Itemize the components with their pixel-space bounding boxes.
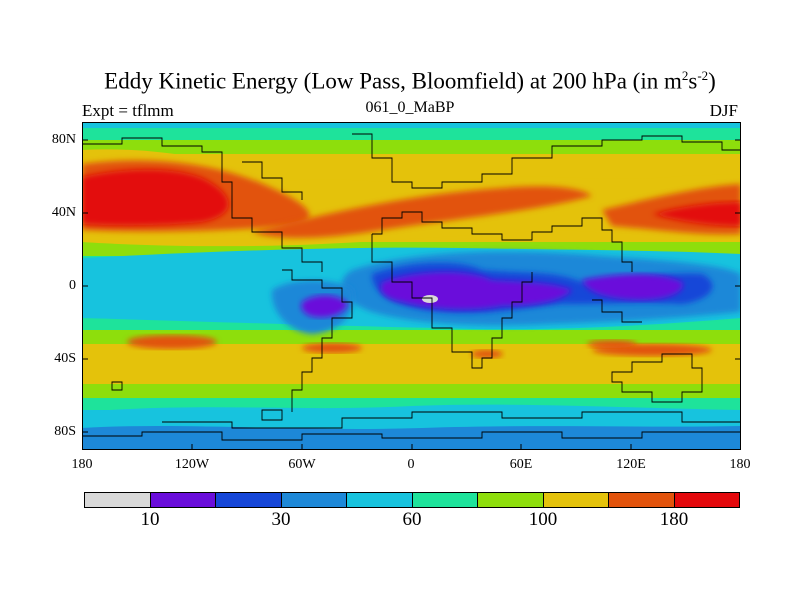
lon-label-180e: 180: [729, 457, 751, 472]
colorbar-label-100: 100: [528, 509, 558, 530]
colorbar-label-30: 30: [271, 509, 291, 530]
contour-map: [82, 122, 741, 450]
lon-label-60e: 60E: [509, 457, 533, 472]
colorbar-swatch-8: [609, 493, 675, 507]
colorbar-swatch-4: [347, 493, 413, 507]
lat-label-80s: 80S: [54, 424, 76, 439]
experiment-label: Expt = tflmm: [82, 101, 174, 120]
run-label: 061_0_MaBP: [365, 99, 455, 116]
colorbar-swatch-3: [281, 493, 347, 507]
eke-field: [82, 122, 741, 450]
lon-label-0: 0: [407, 457, 415, 472]
colorbar-swatch-1: [150, 493, 216, 507]
colorbar-swatch-2: [216, 493, 282, 507]
colorbar-swatch-5: [412, 493, 478, 507]
map-frame: [82, 122, 741, 450]
lat-label-40s: 40S: [54, 351, 76, 366]
colorbar-label-60: 60: [402, 509, 422, 530]
season-label: DJF: [709, 101, 738, 120]
colorbar-swatch-9: [674, 493, 739, 507]
lat-label-40n: 40N: [51, 205, 76, 220]
colorbar-swatch-7: [543, 493, 609, 507]
colorbar-swatch-6: [478, 493, 544, 507]
colorbar-swatch-0: [85, 493, 151, 507]
colorbar: [84, 492, 740, 508]
lat-label-0: 0: [69, 278, 76, 293]
plot-title: Eddy Kinetic Energy (Low Pass, Bloomfiel…: [104, 68, 716, 94]
coastlines: [82, 133, 741, 441]
colorbar-label-180: 180: [659, 509, 689, 530]
lon-label-120w: 120W: [174, 457, 210, 472]
lon-label-60w: 60W: [288, 457, 316, 472]
lon-label-120e: 120E: [616, 457, 646, 472]
colorbar-label-10: 10: [140, 509, 160, 530]
lat-label-80n: 80N: [51, 132, 76, 147]
lon-label-180w: 180: [71, 457, 93, 472]
